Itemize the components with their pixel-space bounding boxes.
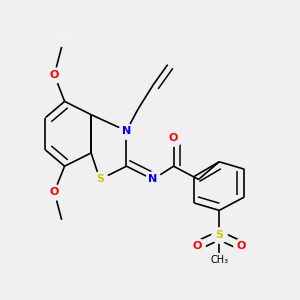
Text: O: O [192,241,202,251]
Text: CH₃: CH₃ [210,255,228,266]
Text: methoxy: methoxy [62,38,68,40]
Text: O: O [237,241,246,251]
Text: N: N [122,126,131,136]
Text: O: O [50,187,59,197]
Text: O: O [50,70,59,80]
Text: S: S [215,230,223,240]
Text: N: N [148,174,158,184]
Text: O: O [169,133,178,143]
Text: S: S [96,174,104,184]
